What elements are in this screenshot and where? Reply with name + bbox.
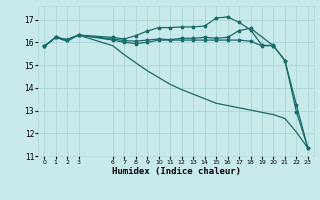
- X-axis label: Humidex (Indice chaleur): Humidex (Indice chaleur): [111, 167, 241, 176]
